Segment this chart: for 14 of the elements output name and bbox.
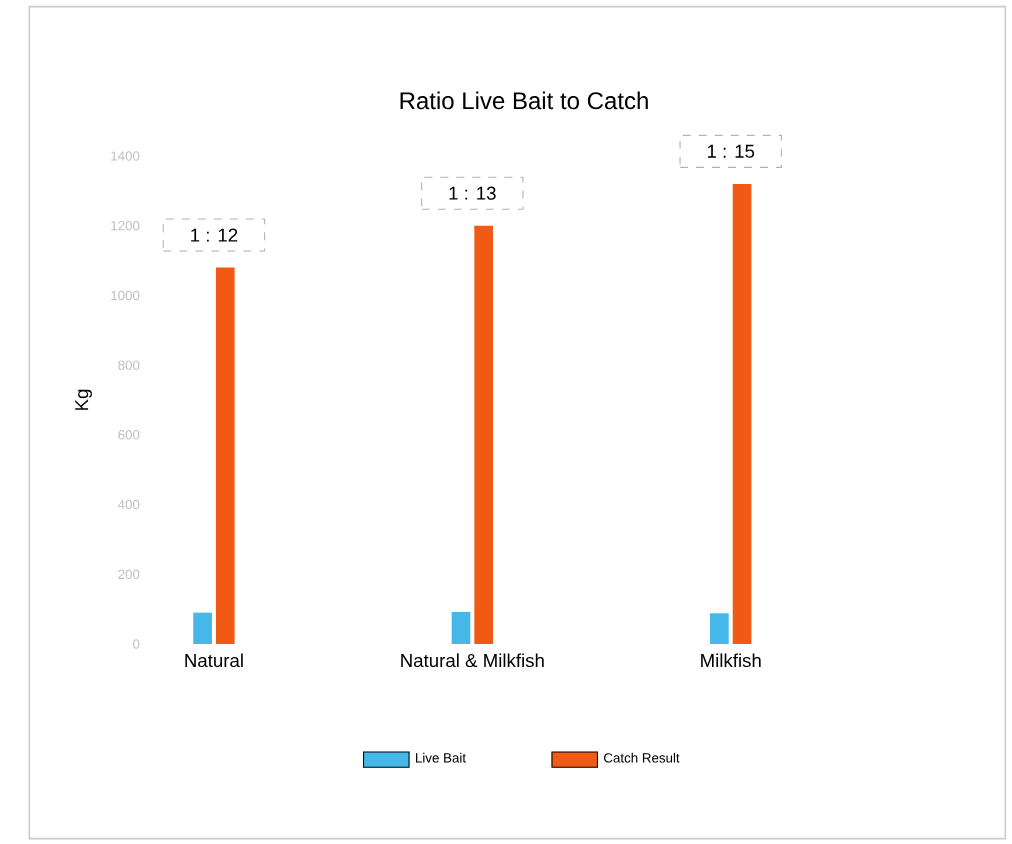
y-axis-title: Kg — [75, 389, 92, 410]
bar — [193, 612, 212, 644]
bar — [474, 225, 493, 644]
x-tick-label: Milkfish — [701, 653, 761, 668]
annotation: 1 : 15 — [707, 144, 755, 158]
chart-title: Ratio Live Bait to Catch — [400, 91, 648, 110]
x-tick-label: Natural & Milkfish — [401, 653, 544, 668]
bar — [710, 613, 729, 644]
bar — [451, 611, 471, 644]
x-tick-label: Natural — [185, 653, 243, 668]
bar — [732, 183, 752, 644]
annotation: 1 : 12 — [191, 228, 238, 242]
bar — [215, 267, 235, 644]
annotation: 1 : 13 — [449, 186, 496, 200]
